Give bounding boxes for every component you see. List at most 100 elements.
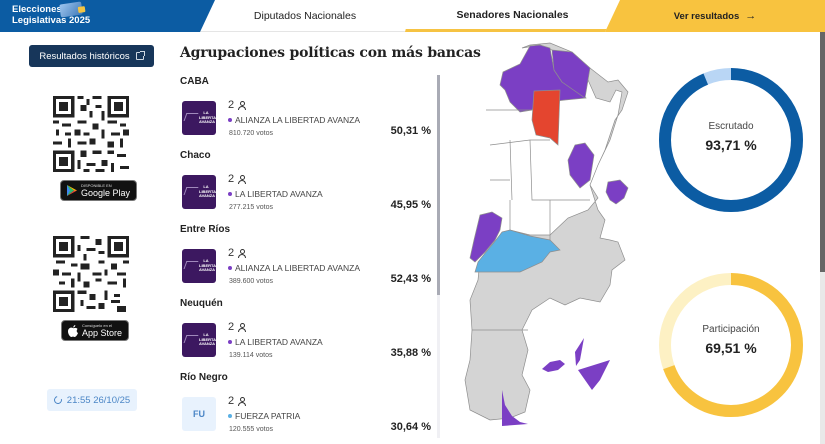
tab-senadores[interactable]: Senadores Nacionales [405, 0, 620, 32]
person-icon [238, 100, 247, 110]
party-name: ALIANZA LA LIBERTAD AVANZA [228, 115, 360, 125]
parties-list[interactable]: CABA LA LIBERTAD AVANZA 2 ALIANZA LA LIB… [180, 70, 435, 444]
vote-percentage: 50,31 % [390, 125, 431, 137]
app-store-badge[interactable]: Consíguelo en el App Store [61, 320, 130, 341]
vote-percentage: 35,88 % [390, 347, 431, 359]
party-color-dot [228, 340, 232, 344]
votes-count: 277.215 votos [229, 204, 273, 211]
province-name: Chaco [180, 150, 211, 161]
party-label: LA LIBERTAD AVANZA [235, 337, 323, 347]
person-icon [238, 396, 247, 406]
bird-icon [183, 187, 199, 195]
list-item: Neuquén LA LIBERTAD AVANZA 2 LA LIBERTAD… [180, 292, 435, 366]
province-name: Río Negro [180, 372, 228, 383]
party-logo: LA LIBERTAD AVANZA [182, 101, 219, 135]
party-color-dot [228, 414, 232, 418]
person-icon [238, 248, 247, 258]
person-icon [238, 322, 247, 332]
party-name: ALIANZA LA LIBERTAD AVANZA [228, 263, 360, 273]
party-logo-text: LA LIBERTAD AVANZA [199, 258, 219, 273]
party-label: ALIANZA LA LIBERTAD AVANZA [235, 263, 361, 273]
list-item: Río Negro FU 2 FUERZA PATRIA 120.555 vot… [180, 366, 435, 440]
party-logo-text: FU [193, 408, 205, 419]
party-logo: LA LIBERTAD AVANZA [182, 323, 219, 357]
party-name: LA LIBERTAD AVANZA [228, 189, 323, 199]
bird-icon [183, 335, 199, 343]
google-play-icon [67, 185, 77, 196]
qr-code-app-store [53, 236, 129, 312]
list-item: Chaco LA LIBERTAD AVANZA 2 LA LIBERTAD A… [180, 144, 435, 218]
bird-icon [183, 261, 199, 269]
seats-value: 2 [228, 173, 235, 185]
party-label: LA LIBERTAD AVANZA [235, 189, 323, 199]
historic-results-label: Resultados históricos [39, 50, 130, 62]
party-logo: LA LIBERTAD AVANZA [182, 249, 219, 283]
scrutiny-value: 93,71 % [705, 137, 757, 153]
party-logo-text: LA LIBERTAD AVANZA [199, 332, 219, 347]
vote-percentage: 45,95 % [390, 199, 431, 211]
province-map [464, 42, 629, 426]
province-name: Neuquén [180, 298, 223, 309]
argentina-map[interactable] [450, 40, 650, 444]
ver-resultados-button[interactable]: Ver resultados → [605, 0, 825, 32]
page-scrollbar[interactable] [820, 32, 825, 444]
google-play-small-text: DISPONIBLE EN [81, 183, 112, 188]
party-logo-text: LA LIBERTAD AVANZA [199, 110, 219, 125]
party-logo: FU [182, 397, 216, 431]
seats-value: 2 [228, 99, 235, 111]
app-store-small-text: Consíguelo en el [82, 323, 113, 328]
tab-diputados-label: Diputados Nacionales [253, 9, 357, 22]
brand-line-2: Legislativas 2025 [12, 15, 91, 26]
party-logo: LA LIBERTAD AVANZA [182, 175, 219, 209]
apple-icon [68, 324, 78, 337]
arrow-right-icon: → [745, 10, 757, 22]
vote-percentage: 30,64 % [390, 421, 431, 433]
top-nav: Diputados Nacionales Senadores Nacionale… [0, 0, 825, 32]
vote-percentage: 52,43 % [390, 273, 431, 285]
province-name: Entre Ríos [180, 224, 231, 235]
seats-count: 2 [228, 99, 247, 111]
scrutiny-donut-chart: Escrutado 93,71 % [656, 65, 806, 215]
list-scrollbar-thumb[interactable] [437, 75, 440, 295]
bird-icon [183, 113, 199, 121]
tab-diputados[interactable]: Diputados Nacionales [200, 0, 410, 32]
last-update-time: 21:55 26/10/25 [66, 394, 131, 406]
section-title: Agrupaciones políticas con más bancas [180, 45, 481, 61]
app-store-big-text: App Store [82, 328, 123, 338]
brand-line-1: Elecciones [12, 4, 62, 15]
seats-value: 2 [228, 395, 235, 407]
google-play-badge[interactable]: DISPONIBLE EN Google Play [60, 180, 138, 201]
party-color-dot [228, 266, 232, 270]
seats-count: 2 [228, 321, 247, 333]
person-icon [238, 174, 247, 184]
tab-senadores-label: Senadores Nacionales [456, 8, 569, 21]
votes-count: 389.600 votos [229, 278, 273, 285]
list-item: Entre Ríos LA LIBERTAD AVANZA 2 ALIANZA … [180, 218, 435, 292]
party-label: ALIANZA LA LIBERTAD AVANZA [235, 115, 361, 125]
participation-value: 69,51 % [705, 340, 757, 356]
seats-count: 2 [228, 395, 247, 407]
external-link-icon [135, 51, 145, 60]
brand-title: Elecciones Legislativas 2025 [12, 4, 90, 26]
list-item: CABA LA LIBERTAD AVANZA 2 ALIANZA LA LIB… [180, 70, 435, 144]
historic-results-button[interactable]: Resultados históricos [29, 45, 154, 67]
party-name: FUERZA PATRIA [228, 411, 300, 421]
party-label: FUERZA PATRIA [235, 411, 301, 421]
votes-count: 810.720 votos [229, 130, 273, 137]
qr-code-google-play [53, 96, 129, 172]
seats-count: 2 [228, 173, 247, 185]
refresh-clock-icon [52, 394, 64, 406]
party-color-dot [228, 118, 232, 122]
participation-label: Participación [702, 324, 760, 335]
ver-resultados-label: Ver resultados [673, 10, 740, 22]
google-play-big-text: Google Play [81, 188, 131, 198]
party-color-dot [228, 192, 232, 196]
party-logo-text: LA LIBERTAD AVANZA [199, 184, 219, 199]
votes-count: 120.555 votos [229, 426, 273, 433]
scrutiny-label: Escrutado [708, 121, 754, 132]
party-name: LA LIBERTAD AVANZA [228, 337, 323, 347]
seats-value: 2 [228, 321, 235, 333]
last-update-badge: 21:55 26/10/25 [47, 389, 137, 411]
brand-logo[interactable]: Elecciones Legislativas 2025 [0, 0, 215, 32]
